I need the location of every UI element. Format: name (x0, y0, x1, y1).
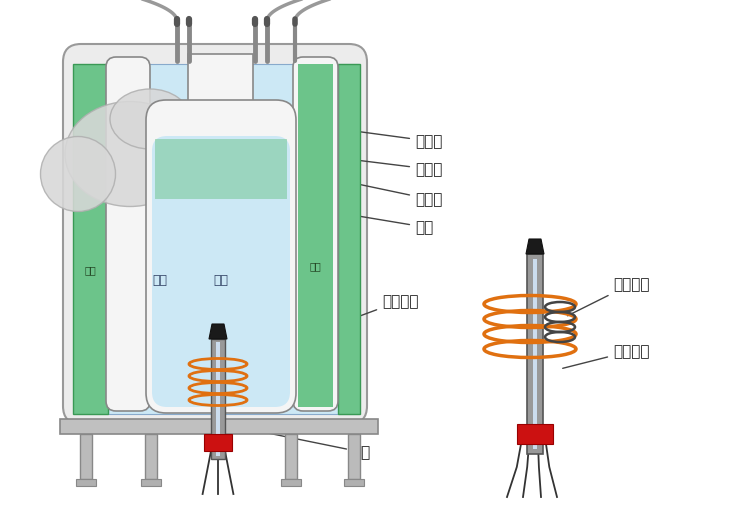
Ellipse shape (110, 90, 190, 150)
Polygon shape (348, 434, 360, 479)
FancyBboxPatch shape (146, 101, 296, 413)
Polygon shape (298, 65, 333, 407)
Polygon shape (141, 479, 161, 486)
FancyBboxPatch shape (63, 45, 367, 424)
Text: 记录线圈: 记录线圈 (568, 277, 650, 316)
Polygon shape (60, 419, 378, 434)
Polygon shape (204, 434, 232, 451)
Polygon shape (188, 55, 253, 105)
Polygon shape (216, 343, 220, 456)
Text: 探孔: 探孔 (289, 205, 433, 235)
Polygon shape (155, 140, 287, 200)
Text: 液氮: 液氮 (84, 265, 96, 274)
Text: 液氮: 液氮 (152, 273, 167, 286)
Polygon shape (209, 324, 227, 340)
Text: 液氮罐: 液氮罐 (253, 148, 443, 177)
Text: 真空室: 真空室 (253, 118, 443, 149)
Polygon shape (76, 479, 96, 486)
Ellipse shape (65, 102, 195, 207)
Polygon shape (285, 434, 297, 479)
Polygon shape (108, 65, 358, 414)
FancyBboxPatch shape (106, 58, 150, 411)
FancyBboxPatch shape (152, 137, 290, 407)
Polygon shape (338, 65, 360, 414)
Polygon shape (145, 434, 157, 479)
Text: 液氮罐: 液氮罐 (313, 175, 443, 207)
Polygon shape (527, 254, 543, 454)
Polygon shape (344, 479, 364, 486)
Polygon shape (211, 340, 225, 459)
Polygon shape (73, 65, 108, 414)
FancyBboxPatch shape (293, 58, 338, 411)
Text: 样品: 样品 (251, 430, 370, 460)
Polygon shape (281, 479, 301, 486)
Text: 液氮: 液氮 (309, 261, 321, 270)
Text: 液氮: 液氮 (214, 273, 229, 286)
Polygon shape (526, 240, 544, 254)
Polygon shape (517, 424, 553, 444)
Text: 射频探头: 射频探头 (562, 344, 650, 369)
Ellipse shape (41, 137, 115, 212)
Polygon shape (533, 260, 537, 449)
Text: 励磁线圈: 励磁线圈 (192, 294, 419, 378)
Polygon shape (80, 434, 92, 479)
